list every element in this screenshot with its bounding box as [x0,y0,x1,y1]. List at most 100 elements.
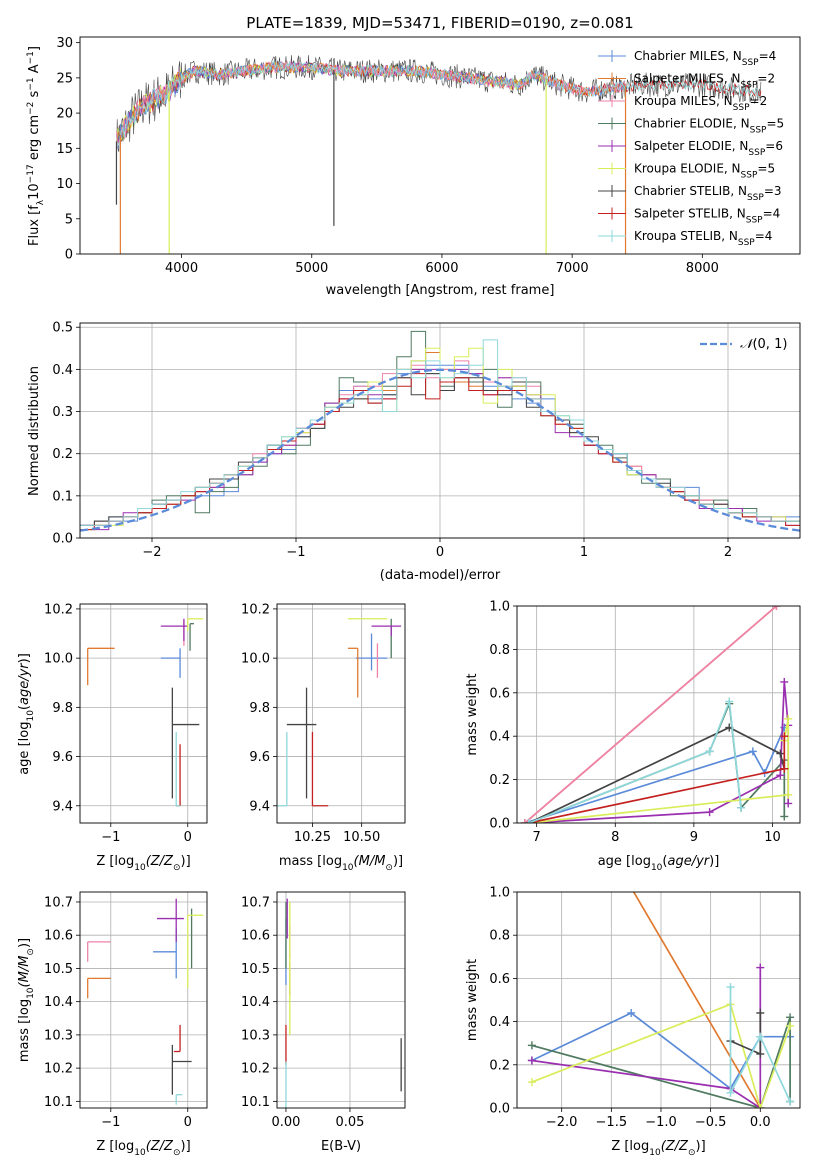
y-tick-label: 10.5 [44,962,73,977]
x-tick-label: 8000 [686,261,719,276]
y-tick-label: 1.0 [489,886,510,901]
y-axis-label: mass weight [465,673,480,755]
y-tick-label: 9.6 [249,750,270,765]
y-axis-label: Normed distribution [27,366,42,496]
legend-label: Kroupa MILES, NSSP=2 [634,94,767,113]
y-axis-label: mass weight [465,959,480,1041]
panels-root: 4000 5000 6000 7000 8000051015202530waveleng… [17,36,801,1158]
x-tick-label: 9 [690,830,698,845]
y-tick-label: 9.8 [249,701,270,716]
x-tick-label: 10.50 [343,830,380,845]
y-tick-label: 0.1 [52,489,73,504]
panel-mass-vs-ebv: 0.00 0.05 10.1 10.2 10.3 10.4 10.5 10.6 10.7 E(B-… [241,891,406,1154]
x-tick-label: 10.25 [294,830,331,845]
y-tick-label: 25 [56,71,73,86]
y-axis-label: age [log10(age/yr)] [17,653,36,775]
weight-line [524,606,777,823]
x-axis-label: Z [log10(Z/Z⊙)] [96,1139,190,1158]
y-tick-label: 10.6 [241,929,270,944]
y-tick-label: 10.7 [44,895,73,910]
grid-mass-vs-z [80,892,207,1108]
axes-frame [276,603,406,824]
legend-label: 𝒩(0, 1) [740,337,787,352]
x-tick-label: 0.0 [750,1115,771,1130]
legend-label: Kroupa STELIB, NSSP=4 [634,229,772,248]
x-tick-label: 6000 [425,261,458,276]
figure-title: PLATE=1839, MJD=53471, FIBERID=0190, z=0… [246,14,633,32]
y-tick-label: 0.3 [52,405,73,420]
axes-frame [79,322,801,539]
y-tick-label: 10.1 [44,1095,73,1110]
axes-weight-vs-z: −2.0 −1.5 −1.0 −0.5 0.0 0.0 0.2 0.4 0.6 0.8 1.0 [489,886,801,1130]
x-axis-label: E(B-V) [321,1139,361,1154]
plot-area-age-vs-mass [277,618,402,807]
y-tick-label: 0.4 [489,1015,510,1030]
x-tick-label: −1 [286,545,305,560]
y-tick-label: 20 [56,107,73,122]
legend-label: Salpeter STELIB, NSSP=4 [634,207,780,226]
x-tick-label: −0.5 [695,1115,727,1130]
axes-frame [276,891,406,1109]
y-axis-label: mass [log10(M/M⊙)] [17,938,36,1062]
histogram-step [80,339,800,538]
y-tick-label: 10.2 [44,602,73,617]
y-tick-label: 1.0 [489,600,510,615]
y-tick-label: 10.2 [44,1062,73,1077]
axes-frame [79,891,208,1109]
y-tick-label: 10.5 [241,962,270,977]
plot-area-residual-histogram [80,330,800,538]
y-tick-label: 0.2 [52,447,73,462]
panel-residual-histogram: −2 −1 0 1 2 0.0 0.1 0.2 0.3 0.4 0.5 𝒩(0, 1) (data-mo… [27,321,801,583]
y-tick-label: 0.6 [489,686,510,701]
y-tick-label: 0.2 [489,773,510,788]
grid-mass-vs-ebv [277,892,405,1108]
plot-area-age-vs-z [87,618,204,807]
x-tick-label: 4000 [165,261,198,276]
panel-spectrum: 4000 5000 6000 7000 8000 0 5 10 15 20 25 30 waveleng… [26,36,801,298]
legend-label: Chabrier ELODIE, NSSP=5 [634,117,784,136]
axes-weight-vs-age: 7 8 9 10 0.0 0.2 0.4 0.6 0.8 1.0 [489,600,801,845]
panel-age-vs-z: −1 0 9.4 9.6 9.8 10.0 10.2 Z [log10(Z/Z⊙)] age [… [17,602,208,873]
x-tick-label: 0 [184,830,192,845]
panel-weight-vs-age: 7 8 9 10 0.0 0.2 0.4 0.6 0.8 1.0 age [log10(age/yr… [465,600,801,873]
normal-curve [80,368,800,532]
legend-label: Kroupa ELODIE, NSSP=5 [634,162,775,181]
y-tick-label: 10.0 [241,652,270,667]
panel-age-vs-mass: 10.25 10.50 9.4 9.6 9.8 10.0 10.2 mass [log10(M… [241,602,406,873]
y-tick-label: 10.4 [44,995,73,1010]
legend-label: Salpeter MILES, NSSP=2 [634,72,775,91]
y-tick-label: 15 [56,142,73,157]
x-axis-label: mass [log10(M/M⊙)] [279,854,403,873]
y-tick-label: 0.0 [489,817,510,832]
x-axis-label: age [log10(age/yr)] [598,854,720,873]
legend: Chabrier MILES, NSSP=4 Salpeter MILES, NS… [598,49,784,248]
spectrum-line [116,61,628,150]
grid-weight-vs-z [517,891,800,1109]
axes-spectrum: 4000 5000 6000 7000 8000 0 5 10 15 20 25 30 [56,36,801,276]
y-tick-label: 10.3 [241,1028,270,1043]
x-axis-label: Z [log10(Z/Z⊙)] [611,1139,705,1158]
plot-area-mass-vs-ebv [285,898,402,1108]
y-axis-label: Flux [fλ10−17 erg cm−2 s−1 A−1] [26,46,46,246]
axes-mass-vs-ebv: 0.00 0.05 10.1 10.2 10.3 10.4 10.5 10.6 10.7 [241,891,406,1130]
y-tick-label: 10.2 [241,1062,270,1077]
y-tick-label: 10 [56,177,73,192]
x-axis-label: (data-model)/error [380,568,501,583]
y-tick-label: 0.5 [52,321,73,336]
x-tick-label: −1.0 [645,1115,677,1130]
x-tick-label: 2 [724,545,732,560]
weight-line [632,892,762,1108]
x-tick-label: 7000 [556,261,589,276]
x-tick-label: 0 [436,545,444,560]
weight-line [528,701,742,823]
y-tick-label: 0 [65,248,73,263]
x-tick-label: 0.00 [271,1115,300,1130]
y-tick-label: 10.0 [44,652,73,667]
weight-line [729,987,791,1102]
y-tick-label: 10.4 [241,995,270,1010]
x-tick-label: 8 [611,830,619,845]
grid-age-vs-z [80,604,207,823]
x-tick-label: 1 [580,545,588,560]
axes-age-vs-mass: 10.25 10.50 9.4 9.6 9.8 10.0 10.2 [241,602,406,845]
